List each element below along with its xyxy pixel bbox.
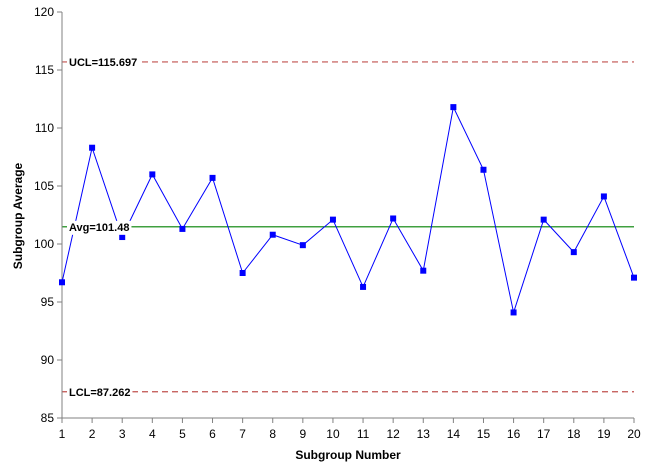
data-point (209, 174, 216, 181)
data-point (179, 225, 186, 232)
data-point (390, 215, 397, 222)
x-tick-label: 2 (89, 427, 96, 441)
data-point (329, 216, 336, 223)
y-tick-label: 100 (34, 237, 54, 251)
x-tick-label: 17 (537, 427, 551, 441)
reference-labels: UCL=115.697 Avg=101.48 LCL=87.262 (67, 55, 140, 400)
data-point (59, 279, 65, 286)
reference-label-background (67, 55, 140, 70)
x-tick-label: 14 (447, 427, 461, 441)
x-tick-label: 4 (149, 427, 156, 441)
y-tick-label: 90 (41, 353, 55, 367)
x-tick-label: 5 (179, 427, 186, 441)
data-point (360, 283, 367, 290)
y-tick-label: 105 (34, 179, 54, 193)
data-point (269, 231, 276, 238)
x-tick-label: 7 (239, 427, 246, 441)
x-tick-label: 10 (326, 427, 340, 441)
x-tick-label: 16 (507, 427, 521, 441)
reference-label-background (67, 220, 132, 235)
reference-lines (62, 61, 634, 393)
data-point (570, 249, 577, 256)
y-tick-label: 110 (35, 121, 54, 135)
reference-line-label: Avg=101.48 (69, 222, 129, 234)
x-tick-label: 19 (597, 427, 611, 441)
data-series (59, 104, 637, 316)
x-tick-label: 1 (59, 427, 66, 441)
data-point (119, 234, 126, 241)
data-point (600, 193, 607, 200)
x-tick-label: 8 (269, 427, 276, 441)
reference-line-label: LCL=87.262 (69, 387, 130, 399)
data-point (149, 171, 156, 178)
x-tick-label: 18 (567, 427, 581, 441)
data-point (540, 216, 547, 223)
y-axis-title: Subgroup Average (11, 162, 25, 269)
reference-label-background (67, 385, 133, 400)
x-tick-label: 12 (386, 427, 400, 441)
series-line (61, 105, 635, 315)
x-tick-label: 11 (357, 427, 370, 441)
y-tick-label: 85 (41, 411, 55, 425)
data-point (239, 270, 246, 276)
x-tick-label: 9 (299, 427, 306, 441)
x-tick-label: 3 (119, 427, 126, 441)
y-tick-label: 95 (41, 295, 55, 309)
reference-line-label: UCL=115.697 (69, 57, 137, 69)
data-point (89, 144, 96, 151)
data-point (631, 274, 637, 281)
data-point (480, 166, 487, 173)
x-tick-label: 13 (417, 427, 431, 441)
data-point (450, 104, 457, 111)
data-point (299, 242, 306, 249)
x-tick-label: 6 (209, 427, 216, 441)
data-point (510, 309, 517, 316)
x-axis-title: Subgroup Number (295, 448, 401, 462)
x-tick-label: 15 (477, 427, 491, 441)
y-tick-label: 115 (35, 63, 54, 77)
x-tick-label: 20 (627, 427, 641, 441)
y-tick-label: 120 (34, 5, 54, 19)
data-point (420, 267, 427, 274)
